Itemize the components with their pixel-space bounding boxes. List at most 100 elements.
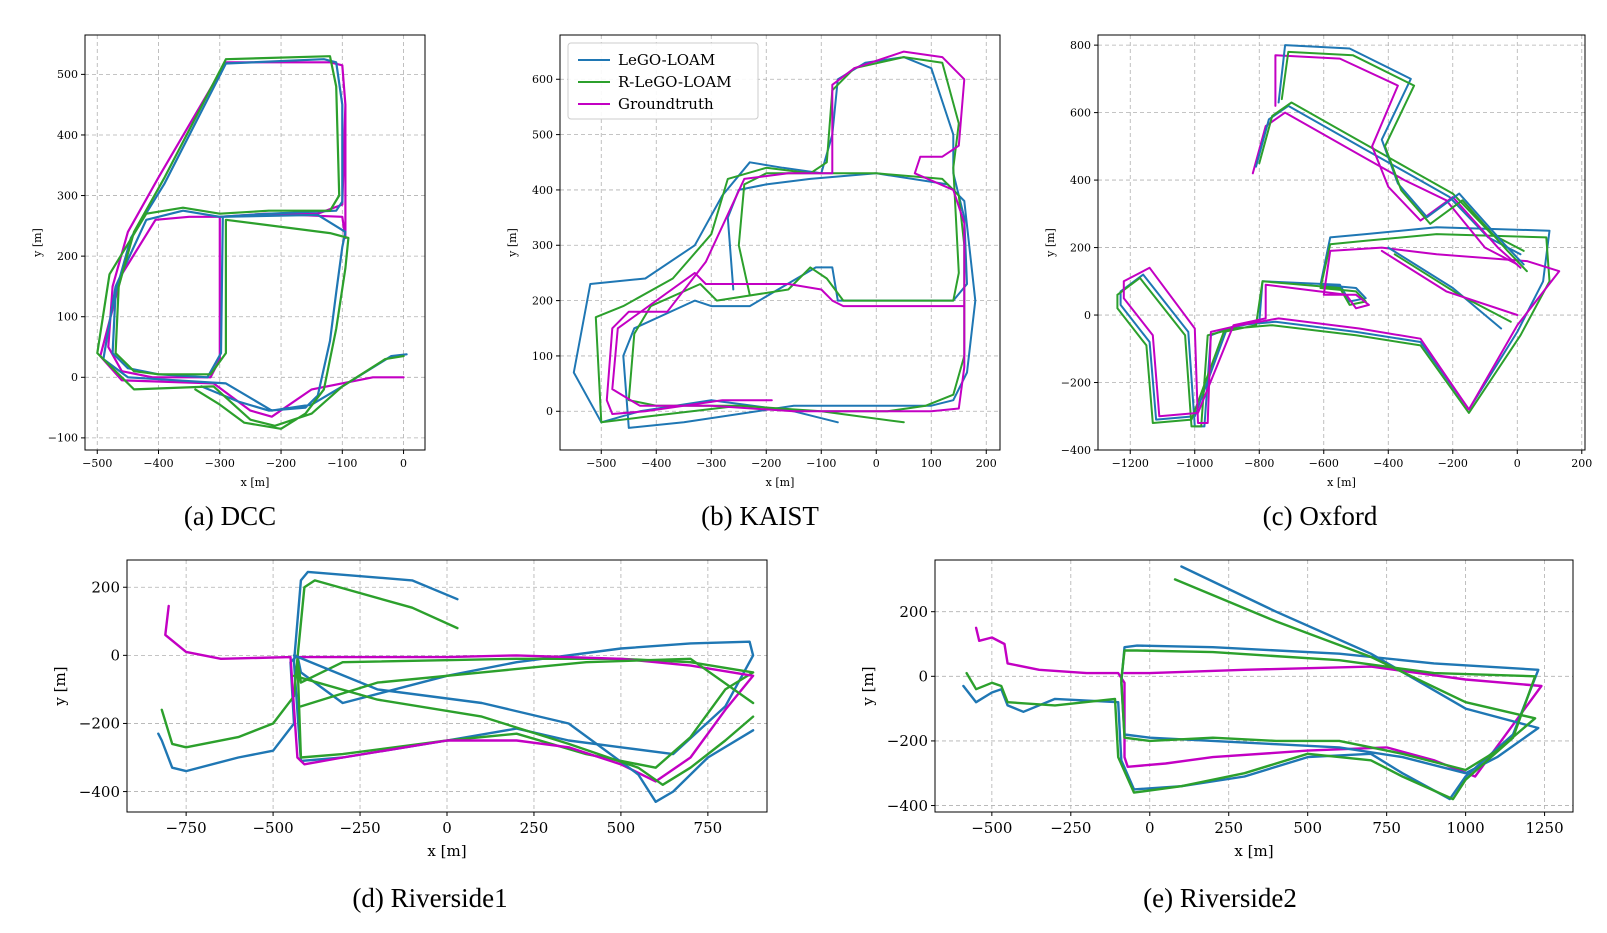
- x-tick-label: 1000: [1447, 819, 1485, 837]
- legend-label-gt: Groundtruth: [618, 95, 714, 113]
- series-line-gt: [1380, 249, 1519, 316]
- x-tick-label: 0: [400, 457, 407, 470]
- chart-caption: (b) KAIST: [701, 501, 819, 531]
- y-tick-label: 0: [1084, 309, 1091, 322]
- x-tick-label: −300: [696, 457, 726, 470]
- series-line-gt: [974, 626, 1543, 778]
- x-tick-label: −200: [266, 457, 296, 470]
- y-tick-label: −200: [887, 732, 928, 750]
- series-line-lego: [292, 654, 755, 803]
- y-tick-label: −400: [887, 797, 928, 815]
- x-tick-label: −400: [143, 457, 173, 470]
- plot-frame: [84, 34, 426, 451]
- y-tick-label: 300: [57, 189, 78, 202]
- x-tick-label: 200: [1571, 457, 1592, 470]
- y-tick-label: 0: [110, 647, 120, 665]
- x-tick-label: 0: [1145, 819, 1155, 837]
- chart-caption: (e) Riverside2: [1143, 883, 1297, 913]
- x-tick-label: 0: [873, 457, 880, 470]
- y-axis-label: y [m]: [1044, 228, 1057, 258]
- x-tick-label: −300: [205, 457, 235, 470]
- x-tick-label: −500: [252, 819, 293, 837]
- series-line-gt: [1122, 246, 1561, 424]
- x-tick-label: 0: [1514, 457, 1521, 470]
- x-tick-label: −100: [806, 457, 836, 470]
- series-line-lego: [572, 56, 977, 429]
- y-tick-label: 200: [532, 294, 553, 307]
- y-tick-label: −200: [1061, 376, 1091, 389]
- series-line-rlego: [160, 579, 755, 769]
- x-tick-label: −500: [586, 457, 616, 470]
- x-tick-label: −1000: [1176, 457, 1213, 470]
- y-tick-label: 200: [91, 578, 120, 596]
- y-tick-label: 600: [532, 73, 553, 86]
- x-tick-label: 200: [976, 457, 997, 470]
- y-tick-label: 0: [71, 371, 78, 384]
- x-tick-label: 500: [1293, 819, 1322, 837]
- y-tick-label: 200: [899, 603, 928, 621]
- x-tick-label: −200: [751, 457, 781, 470]
- x-axis-label: x [m]: [766, 476, 795, 489]
- chart-caption: (a) DCC: [184, 501, 276, 531]
- y-tick-label: 100: [532, 350, 553, 363]
- chart-caption: (c) Oxford: [1263, 501, 1378, 531]
- x-tick-label: 500: [607, 819, 636, 837]
- series-line-rlego: [965, 578, 1537, 801]
- y-tick-label: 400: [1070, 174, 1091, 187]
- x-tick-label: 100: [921, 457, 942, 470]
- y-tick-label: 0: [918, 668, 928, 686]
- y-tick-label: 200: [57, 250, 78, 263]
- series-line-rlego: [299, 657, 755, 708]
- x-axis-label: x [m]: [1327, 476, 1356, 489]
- y-tick-label: 100: [57, 311, 78, 324]
- y-tick-label: 400: [57, 129, 78, 142]
- y-tick-label: 0: [546, 405, 553, 418]
- x-tick-label: 1250: [1525, 819, 1563, 837]
- y-axis-label: y [m]: [859, 666, 877, 706]
- plot-frame: [934, 559, 1574, 813]
- y-tick-label: −400: [79, 783, 120, 801]
- x-tick-label: 250: [1214, 819, 1243, 837]
- x-axis-label: x [m]: [1234, 842, 1273, 860]
- y-tick-label: 800: [1070, 39, 1091, 52]
- x-tick-label: −400: [641, 457, 671, 470]
- series-line-gt: [1274, 54, 1522, 269]
- x-tick-label: 750: [694, 819, 723, 837]
- y-tick-label: 500: [532, 128, 553, 141]
- x-tick-label: −1200: [1112, 457, 1149, 470]
- y-tick-label: −200: [79, 715, 120, 733]
- plot-frame: [1097, 34, 1586, 451]
- series-line-gt: [605, 50, 966, 415]
- x-tick-label: −500: [82, 457, 112, 470]
- y-tick-label: −400: [1061, 444, 1091, 457]
- x-tick-label: 250: [520, 819, 549, 837]
- y-axis-label: y [m]: [506, 228, 519, 258]
- x-tick-label: 750: [1372, 819, 1401, 837]
- series-line-rlego: [1116, 233, 1551, 428]
- series-line-rlego: [1280, 50, 1528, 273]
- x-tick-label: −100: [327, 457, 357, 470]
- series-line-lego: [102, 58, 408, 412]
- series-line-lego: [1387, 246, 1503, 330]
- x-tick-label: −200: [1438, 457, 1468, 470]
- y-tick-label: 400: [532, 184, 553, 197]
- y-tick-label: 600: [1070, 106, 1091, 119]
- x-axis-label: x [m]: [427, 842, 466, 860]
- plot-frame: [559, 34, 1001, 451]
- series-line-gt: [1251, 111, 1519, 266]
- x-tick-label: −400: [1373, 457, 1403, 470]
- y-tick-label: 200: [1070, 241, 1091, 254]
- x-tick-label: −600: [1309, 457, 1339, 470]
- x-tick-label: 0: [442, 819, 452, 837]
- y-axis-label: y [m]: [31, 228, 44, 258]
- chart-caption: (d) Riverside1: [352, 883, 507, 913]
- x-tick-label: −500: [971, 819, 1012, 837]
- x-tick-label: −800: [1244, 457, 1274, 470]
- y-tick-label: 300: [532, 239, 553, 252]
- x-tick-label: −750: [166, 819, 207, 837]
- y-tick-label: 500: [57, 68, 78, 81]
- x-tick-label: −250: [1050, 819, 1091, 837]
- legend-label-rlego: R-LeGO-LOAM: [618, 73, 732, 91]
